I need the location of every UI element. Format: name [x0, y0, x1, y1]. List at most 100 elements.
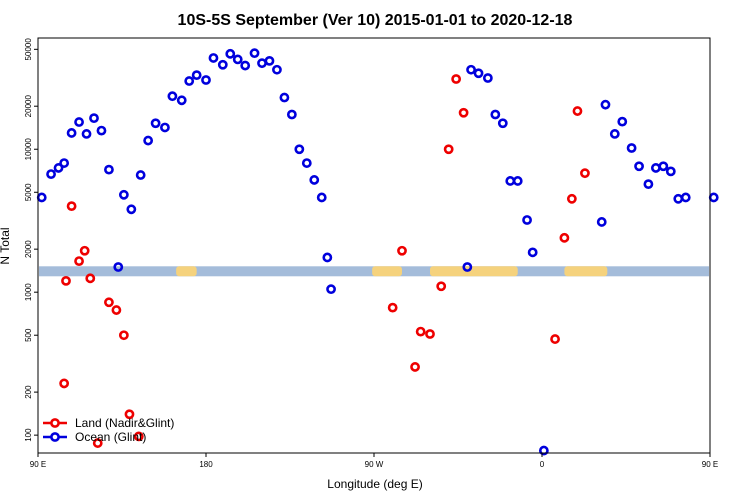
land-point [85, 273, 96, 284]
ocean-point [309, 175, 320, 185]
ocean-point [126, 204, 137, 215]
x-axis: 90 E 180 90 W 0 90 E [30, 453, 718, 469]
ocean-point [240, 60, 251, 71]
ocean-point [53, 163, 64, 173]
ocean-point [326, 284, 336, 295]
ocean-point [609, 129, 620, 139]
y-tick-label: 50000 [24, 38, 33, 61]
ocean-point [66, 128, 77, 138]
ocean-point [279, 92, 290, 103]
ocean-point [118, 189, 129, 200]
land-point [458, 107, 469, 118]
ocean-point [167, 91, 178, 102]
land-point [580, 168, 590, 179]
land-point [559, 232, 570, 243]
ocean-point [673, 193, 684, 204]
ocean-point [643, 179, 654, 190]
ocean-point [272, 64, 282, 75]
ocean-point [208, 53, 219, 63]
y-tick-label: 10000 [24, 138, 33, 161]
ocean-point [249, 48, 260, 59]
land-patch [372, 266, 402, 277]
land-patch [564, 266, 608, 277]
y-tick-label: 2000 [24, 240, 33, 258]
ocean-point [36, 192, 47, 203]
map-strip [39, 266, 709, 277]
ocean-point [600, 99, 611, 110]
ocean-point [225, 48, 236, 59]
ocean-point [286, 109, 297, 120]
y-tick-label: 200 [24, 385, 33, 399]
y-tick-label: 100 [24, 428, 33, 442]
ocean-point [322, 252, 333, 263]
ocean-point [522, 215, 532, 225]
ocean-point [217, 59, 228, 70]
ocean-point [191, 70, 202, 81]
land-point [397, 245, 407, 256]
ocean-point [497, 118, 508, 129]
ocean-point [96, 125, 107, 136]
ocean-point [184, 76, 195, 86]
land-point [124, 409, 135, 420]
ocean-series [36, 48, 719, 456]
ocean-point [135, 170, 146, 180]
ocean-point [617, 116, 628, 127]
ocean-point [257, 58, 267, 69]
land-point [415, 326, 426, 337]
land-point [66, 201, 77, 212]
land-patch [176, 266, 197, 277]
data-points [36, 48, 719, 456]
ocean-point [708, 192, 719, 203]
land-point [410, 362, 420, 372]
ocean-point [490, 109, 501, 120]
ocean-point [596, 217, 607, 227]
ocean-point [527, 247, 538, 258]
land-point [133, 431, 144, 442]
ocean-point [46, 169, 56, 180]
land-patch [430, 266, 518, 277]
legend-item-land: Land (Nadir&Glint) [43, 416, 174, 430]
y-axis: 100 200 500 1000 2000 5000 10000 20000 50000 [24, 38, 38, 442]
ocean-point [650, 163, 661, 173]
ocean-point [665, 166, 676, 177]
land-point [111, 305, 122, 315]
ocean-point [482, 73, 493, 83]
ocean-point [634, 161, 644, 172]
land-point [104, 297, 114, 308]
ocean-point [301, 158, 312, 168]
land-point [59, 378, 70, 389]
ocean-point [505, 176, 516, 186]
ocean-point [473, 68, 484, 79]
y-axis-label: N Total [0, 227, 12, 264]
chart-title: 10S-5S September (Ver 10) 2015-01-01 to … [178, 12, 573, 29]
land-point [92, 438, 103, 448]
ocean-point [113, 262, 124, 272]
ocean-point [626, 143, 637, 153]
ocean-point [316, 192, 327, 203]
land-point [451, 74, 462, 84]
ocean-point [59, 158, 70, 168]
x-tick-label: 90 E [30, 460, 46, 469]
land-point [436, 281, 447, 292]
x-tick-label: 0 [540, 460, 545, 469]
ocean-point [81, 129, 92, 139]
land-point [566, 193, 577, 204]
land-point [118, 330, 129, 341]
legend: Land (Nadir&Glint)Ocean (Glint) [43, 416, 174, 444]
x-tick-label: 90 W [365, 460, 384, 469]
ocean-point [680, 192, 691, 203]
land-point [550, 334, 560, 344]
ocean-point [512, 176, 523, 186]
legend-marker [50, 418, 60, 428]
ocean-point [89, 113, 99, 124]
ocean-point [176, 95, 187, 106]
ocean-point [143, 135, 154, 146]
ocean-point [150, 118, 161, 129]
y-tick-label: 20000 [24, 95, 33, 118]
land-point [74, 256, 84, 266]
ocean-point [74, 117, 84, 127]
ocean-point [462, 262, 473, 272]
ocean-point [232, 54, 243, 65]
y-tick-label: 5000 [24, 183, 33, 201]
